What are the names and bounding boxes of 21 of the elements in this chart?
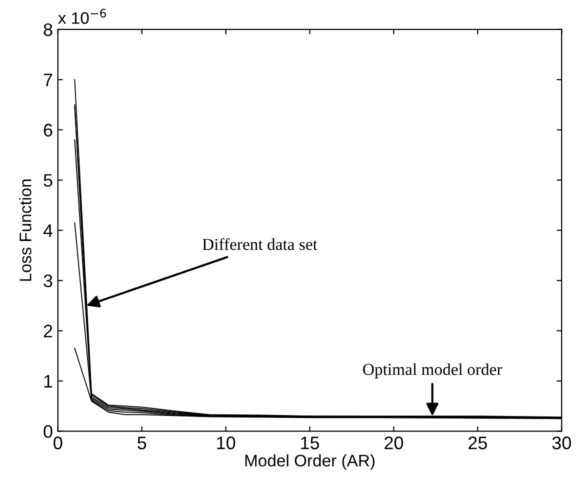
y-tick-label: 3 [44, 274, 52, 288]
x-tick-label: 10 [217, 436, 236, 450]
x-tick-label: 25 [468, 436, 487, 450]
x-tick-label: 0 [54, 436, 62, 450]
y-axis-title: Loss Function [19, 180, 32, 281]
annotation: Different data set [202, 238, 318, 250]
y-tick-label: 8 [44, 23, 52, 36]
y-tick-label: 5 [44, 174, 52, 187]
x-axis-title: Model Order (AR) [245, 454, 374, 470]
x-tick-label: 15 [301, 436, 320, 450]
annotation: Optimal model order [363, 363, 502, 378]
y-tick-label: 6 [44, 124, 52, 137]
y-tick-label: 1 [44, 375, 52, 388]
text: x 10$^{−6}$ [58, 8, 106, 24]
x-tick-label: 30 [552, 436, 571, 450]
y-tick-label: 0 [44, 425, 52, 438]
y-tick-label: 2 [44, 324, 52, 338]
y-tick-label: 7 [44, 74, 52, 86]
x-tick-label: 20 [384, 436, 404, 450]
y-tick-label: 4 [43, 224, 53, 237]
x-tick-label: 5 [138, 436, 146, 450]
